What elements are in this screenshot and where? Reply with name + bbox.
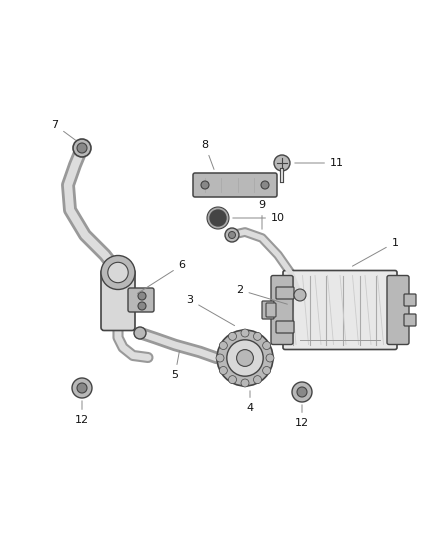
Circle shape	[241, 329, 249, 337]
Circle shape	[237, 350, 254, 366]
Circle shape	[297, 387, 307, 397]
Circle shape	[241, 379, 249, 387]
FancyBboxPatch shape	[266, 303, 276, 317]
Circle shape	[219, 342, 227, 350]
Circle shape	[210, 210, 226, 226]
FancyBboxPatch shape	[193, 173, 277, 197]
Text: 6: 6	[138, 260, 186, 294]
Circle shape	[229, 376, 237, 384]
Text: 11: 11	[295, 158, 344, 168]
FancyBboxPatch shape	[262, 301, 274, 319]
FancyBboxPatch shape	[404, 294, 416, 306]
Circle shape	[73, 139, 91, 157]
Circle shape	[294, 289, 306, 301]
Circle shape	[72, 378, 92, 398]
Circle shape	[77, 143, 87, 153]
FancyBboxPatch shape	[387, 276, 409, 344]
Circle shape	[261, 181, 269, 189]
Circle shape	[207, 207, 229, 229]
Circle shape	[229, 231, 236, 238]
Circle shape	[138, 302, 146, 310]
Circle shape	[292, 382, 312, 402]
Text: 2: 2	[237, 285, 287, 304]
Circle shape	[263, 367, 271, 375]
Circle shape	[108, 262, 128, 282]
Circle shape	[77, 383, 87, 393]
Text: 12: 12	[295, 405, 309, 428]
Circle shape	[263, 342, 271, 350]
Circle shape	[229, 333, 237, 341]
Circle shape	[219, 367, 227, 375]
Circle shape	[201, 181, 209, 189]
Circle shape	[225, 228, 239, 242]
Circle shape	[138, 292, 146, 300]
FancyBboxPatch shape	[404, 314, 416, 326]
Text: 12: 12	[75, 401, 89, 425]
FancyBboxPatch shape	[276, 321, 294, 333]
Text: 3: 3	[187, 295, 235, 326]
Text: 9: 9	[258, 200, 265, 229]
FancyBboxPatch shape	[128, 288, 154, 312]
Text: 10: 10	[233, 213, 285, 223]
Circle shape	[101, 255, 135, 289]
Circle shape	[217, 330, 273, 386]
Circle shape	[110, 264, 126, 280]
Text: 4: 4	[247, 391, 254, 413]
Circle shape	[274, 155, 290, 171]
Text: 7: 7	[51, 120, 76, 140]
Circle shape	[266, 354, 274, 362]
FancyBboxPatch shape	[271, 276, 293, 344]
Circle shape	[134, 327, 146, 339]
Circle shape	[216, 354, 224, 362]
Circle shape	[254, 333, 261, 341]
Text: 8: 8	[201, 140, 214, 169]
Text: 1: 1	[353, 238, 399, 266]
FancyBboxPatch shape	[283, 271, 397, 350]
FancyBboxPatch shape	[276, 287, 294, 299]
Circle shape	[254, 376, 261, 384]
Text: 5: 5	[172, 351, 180, 380]
FancyBboxPatch shape	[101, 270, 135, 330]
Circle shape	[227, 340, 263, 376]
